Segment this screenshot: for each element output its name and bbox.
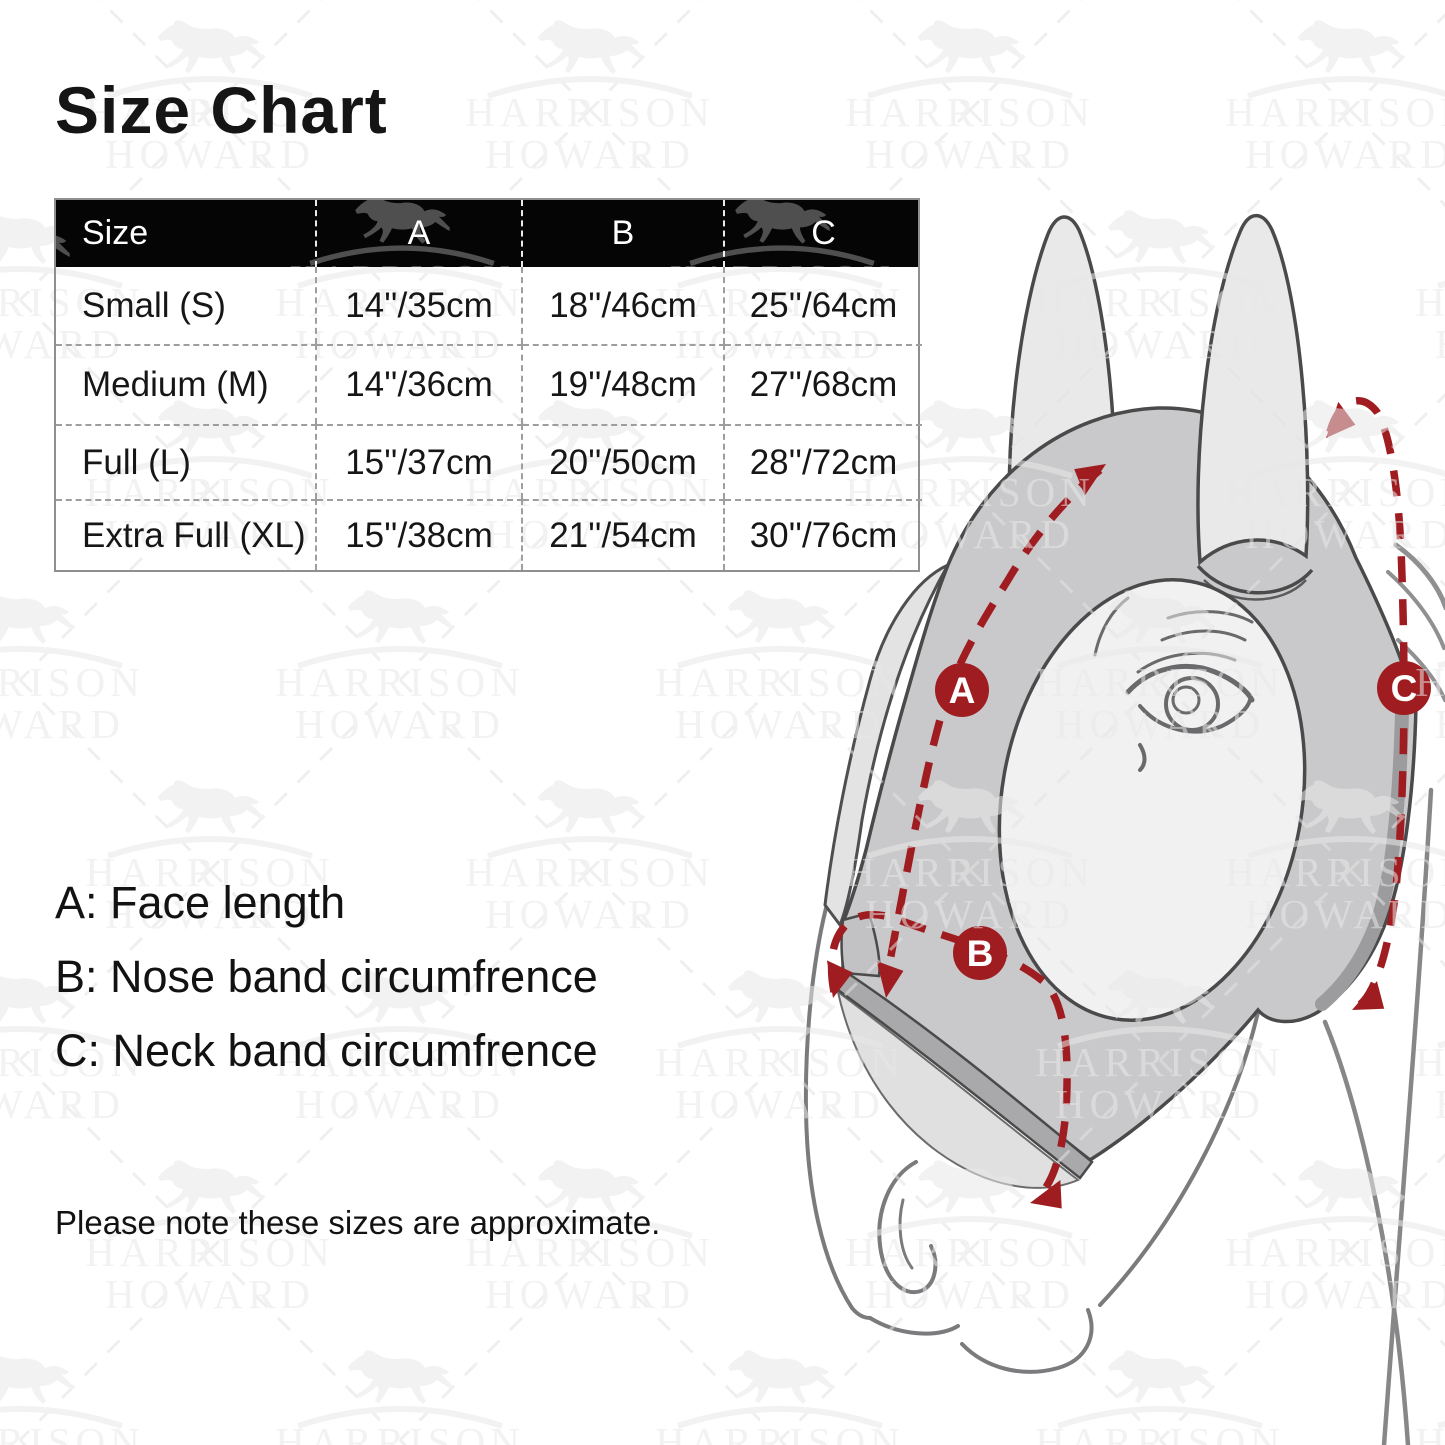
row-medium-a: 14''/36cm [317, 344, 523, 424]
row-full-a: 15''/37cm [317, 424, 523, 499]
approximate-sizes-note: Please note these sizes are approximate. [55, 1204, 661, 1241]
size-table: Size A B C Small (S) 14''/35cm 18''/46cm… [54, 198, 922, 572]
col-header-b: B [523, 200, 725, 267]
row-xfull-b: 21''/54cm [523, 499, 725, 570]
nostril-outline [877, 1160, 938, 1295]
col-header-a: A [317, 200, 523, 267]
right-ear-shape [1196, 213, 1310, 566]
col-header-c: C [811, 214, 836, 252]
mouth-line [868, 1316, 960, 1336]
row-medium-b: 19''/48cm [523, 344, 725, 424]
row-small-c: 25''/64cm [749, 285, 898, 325]
col-header-size: Size [56, 200, 317, 267]
marker-a-label: A [949, 670, 976, 711]
page-title: Size Chart [55, 73, 388, 147]
row-medium-size: Medium (M) [56, 344, 317, 424]
chin-line [960, 1308, 1094, 1374]
row-medium-c: 27''/68cm [725, 344, 922, 424]
row-xfull-a: 15''/38cm [317, 499, 523, 570]
row-full-b: 20''/50cm [523, 424, 725, 499]
marker-b-label: B [967, 933, 994, 974]
nostril-inner [898, 1198, 914, 1270]
row-xfull-size: Extra Full (XL) [56, 499, 317, 570]
row-full-size: Full (L) [56, 424, 317, 499]
row-small-b: 18''/46cm [523, 267, 725, 344]
arrow-c-top [1316, 401, 1360, 448]
legend-b: B: Nose band circumfrence [55, 951, 598, 1002]
row-small-size: Small (S) [56, 267, 317, 344]
legend-c: C: Neck band circumfrence [55, 1025, 598, 1076]
measurement-legend: A: Face length B: Nose band circumfrence… [55, 866, 598, 1088]
marker-c-label: C [1391, 668, 1418, 709]
row-full-c: 28''/72cm [725, 424, 922, 499]
row-xfull-c: 30''/76cm [725, 499, 922, 570]
row-small-a: 14''/35cm [317, 267, 523, 344]
legend-a: A: Face length [55, 877, 346, 928]
